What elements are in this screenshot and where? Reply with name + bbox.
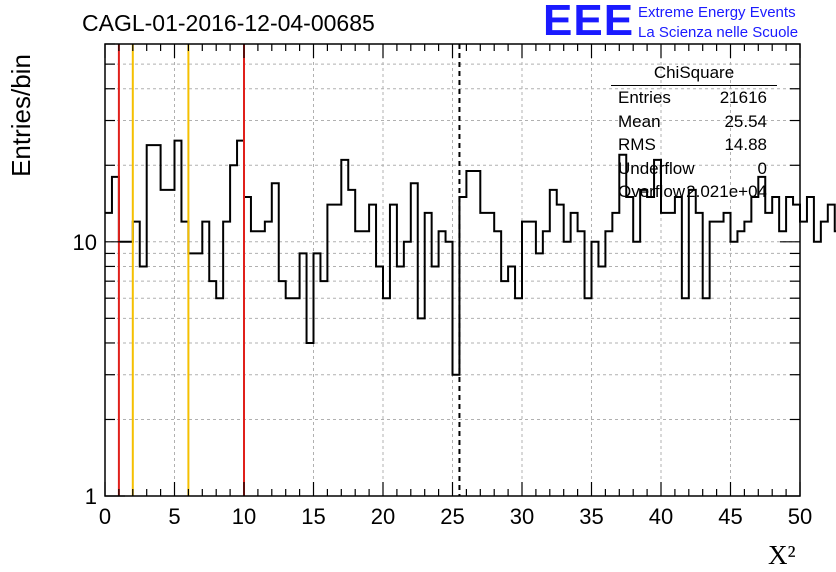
eee-logo: EEE: [543, 0, 635, 45]
stats-value: 0: [757, 158, 767, 178]
logo-line-1: Extreme Energy Events: [638, 4, 796, 21]
x-tick-label: 30: [510, 504, 534, 529]
histogram-line: [105, 139, 836, 376]
x-axis-label: X²: [768, 540, 796, 570]
x-tick-label: 40: [649, 504, 673, 529]
y-axis-label: Entries/bin: [5, 54, 36, 177]
histogram: [105, 139, 836, 376]
stats-value: 2.021e+04: [686, 182, 767, 201]
stats-value: 14.88: [724, 135, 767, 154]
stats-row-overflow: Overflow 2.021e+04: [611, 180, 777, 204]
x-tick-label: 10: [232, 504, 256, 529]
x-tick-label: 25: [440, 504, 464, 529]
x-tick-label: 35: [579, 504, 603, 529]
stats-row-mean: Mean 25.54: [611, 110, 777, 134]
stats-label: Overflow: [618, 182, 686, 201]
y-tick-label: 1: [85, 484, 97, 509]
stats-value: 25.54: [724, 111, 767, 131]
stats-label: Mean: [618, 111, 661, 131]
stats-row-entries: Entries 21616: [611, 86, 777, 110]
stats-box: ChiSquare Entries 21616 Mean 25.54 RMS 14.8…: [611, 62, 777, 204]
grid: [105, 44, 800, 496]
axes: 0 5 10 15 20 25 30 35 40 45 50 1 10: [73, 43, 812, 529]
stats-title: ChiSquare: [611, 62, 777, 86]
x-tick-label: 5: [168, 504, 180, 529]
stats-row-rms: RMS 14.88: [611, 133, 777, 157]
stats-label: Entries: [618, 88, 671, 107]
stats-label: Underflow: [618, 158, 695, 178]
reference-lines: [117, 44, 461, 496]
logo-line-2: La Scienza nelle Scuole: [638, 24, 799, 41]
y-tick-label: 10: [73, 230, 97, 255]
stats-label: RMS: [618, 135, 656, 154]
stats-row-underflow: Underflow 0: [611, 157, 777, 181]
x-tick-label: 15: [301, 504, 325, 529]
stats-value: 21616: [719, 88, 767, 107]
x-tick-label: 0: [99, 504, 111, 529]
x-tick-label: 50: [788, 504, 812, 529]
x-tick-label: 20: [371, 504, 395, 529]
chart-title: CAGL-01-2016-12-04-00685: [82, 10, 375, 36]
x-tick-label: 45: [718, 504, 742, 529]
